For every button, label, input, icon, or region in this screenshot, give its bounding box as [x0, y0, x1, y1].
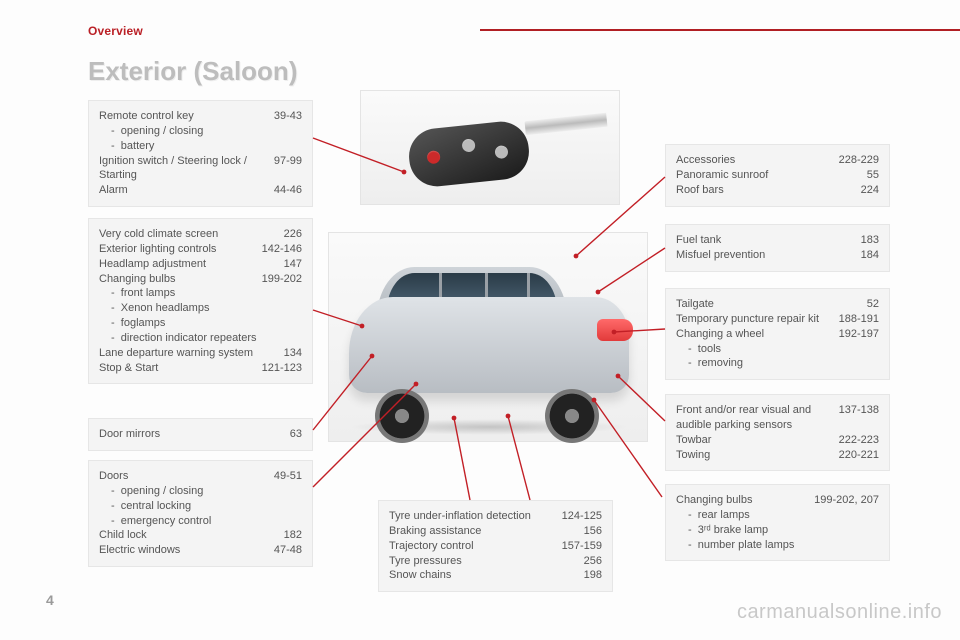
item-pages: 156 [584, 524, 602, 539]
item-label: Front and/or rear visual and audible par… [676, 403, 831, 433]
item-label: Remote control key [99, 109, 266, 124]
item-label: Door mirrors [99, 427, 282, 442]
item-pages: 39-43 [274, 109, 302, 124]
item-label: Alarm [99, 183, 266, 198]
section-header: Overview [88, 24, 143, 38]
item-label: Tyre under-inflation detection [389, 509, 554, 524]
item-label: Tyre pressures [389, 554, 576, 569]
item-label: Electric windows [99, 543, 266, 558]
item-label: Ignition switch / Steering lock / Starti… [99, 154, 266, 184]
box-remote-key: Remote control key 39-43 opening / closin… [88, 100, 313, 207]
item-pages: 49-51 [274, 469, 302, 484]
item-label: Changing bulbs [99, 272, 254, 287]
subitem: direction indicator repeaters [111, 331, 302, 346]
item-label: Panoramic sunroof [676, 168, 859, 183]
box-tyres: Tyre under-inflation detection 124-125 Br… [378, 500, 613, 592]
subitem: front lamps [111, 286, 302, 301]
item-pages: 137-138 [839, 403, 879, 433]
item-label: Temporary puncture repair kit [676, 312, 831, 327]
item-pages: 97-99 [274, 154, 302, 184]
item-label: Towbar [676, 433, 831, 448]
subitem: rear lamps [688, 508, 879, 523]
item-pages: 121-123 [262, 361, 302, 376]
item-pages: 184 [861, 248, 879, 263]
item-pages: 182 [284, 528, 302, 543]
item-label: Snow chains [389, 568, 576, 583]
subitem: foglamps [111, 316, 302, 331]
item-pages: 199-202 [262, 272, 302, 287]
item-pages: 226 [284, 227, 302, 242]
item-label: Doors [99, 469, 266, 484]
box-doors: Doors 49-51 opening / closing central loc… [88, 460, 313, 567]
item-label: Child lock [99, 528, 276, 543]
item-pages: 228-229 [839, 153, 879, 168]
key-fob-image [360, 90, 620, 205]
box-mirrors: Door mirrors 63 [88, 418, 313, 451]
item-label: Roof bars [676, 183, 853, 198]
item-pages: 188-191 [839, 312, 879, 327]
item-pages: 198 [584, 568, 602, 583]
box-rear-bulbs: Changing bulbs 199-202, 207 rear lamps 3ʳ… [665, 484, 890, 561]
item-pages: 157-159 [562, 539, 602, 554]
item-label: Trajectory control [389, 539, 554, 554]
item-label: Accessories [676, 153, 831, 168]
page-title: Exterior (Saloon) [88, 56, 297, 87]
item-pages: 183 [861, 233, 879, 248]
subitem: central locking [111, 499, 302, 514]
item-label: Fuel tank [676, 233, 853, 248]
subitem: Xenon headlamps [111, 301, 302, 316]
car-image [328, 232, 648, 442]
item-pages: 224 [861, 183, 879, 198]
box-tailgate: Tailgate 52 Temporary puncture repair kit… [665, 288, 890, 380]
subitem: opening / closing [111, 484, 302, 499]
item-label: Changing a wheel [676, 327, 831, 342]
item-pages: 147 [284, 257, 302, 272]
item-pages: 199-202, 207 [814, 493, 879, 508]
item-label: Misfuel prevention [676, 248, 853, 263]
box-accessories: Accessories 228-229 Panoramic sunroof 55 R… [665, 144, 890, 207]
subitem: battery [111, 139, 302, 154]
item-pages: 44-46 [274, 183, 302, 198]
subitem: number plate lamps [688, 538, 879, 553]
item-label: Very cold climate screen [99, 227, 276, 242]
item-pages: 134 [284, 346, 302, 361]
item-pages: 63 [290, 427, 302, 442]
watermark: carmanualsonline.info [737, 601, 942, 624]
item-label: Headlamp adjustment [99, 257, 276, 272]
page-number: 4 [46, 592, 54, 608]
item-pages: 124-125 [562, 509, 602, 524]
subitem: tools [688, 342, 879, 357]
subitem: emergency control [111, 514, 302, 529]
item-label: Tailgate [676, 297, 859, 312]
item-pages: 52 [867, 297, 879, 312]
header-rule [480, 29, 960, 31]
item-label: Changing bulbs [676, 493, 806, 508]
item-pages: 256 [584, 554, 602, 569]
subitem: 3ʳᵈ brake lamp [688, 523, 879, 538]
item-pages: 47-48 [274, 543, 302, 558]
box-lighting: Very cold climate screen 226 Exterior lig… [88, 218, 313, 384]
item-label: Towing [676, 448, 831, 463]
item-pages: 222-223 [839, 433, 879, 448]
item-pages: 220-221 [839, 448, 879, 463]
subitem: removing [688, 356, 879, 371]
item-label: Stop & Start [99, 361, 254, 376]
box-fuel: Fuel tank 183 Misfuel prevention 184 [665, 224, 890, 272]
item-pages: 192-197 [839, 327, 879, 342]
box-sensors: Front and/or rear visual and audible par… [665, 394, 890, 471]
subitem: opening / closing [111, 124, 302, 139]
item-pages: 55 [867, 168, 879, 183]
item-label: Lane departure warning system [99, 346, 276, 361]
item-pages: 142-146 [262, 242, 302, 257]
item-label: Exterior lighting controls [99, 242, 254, 257]
item-label: Braking assistance [389, 524, 576, 539]
